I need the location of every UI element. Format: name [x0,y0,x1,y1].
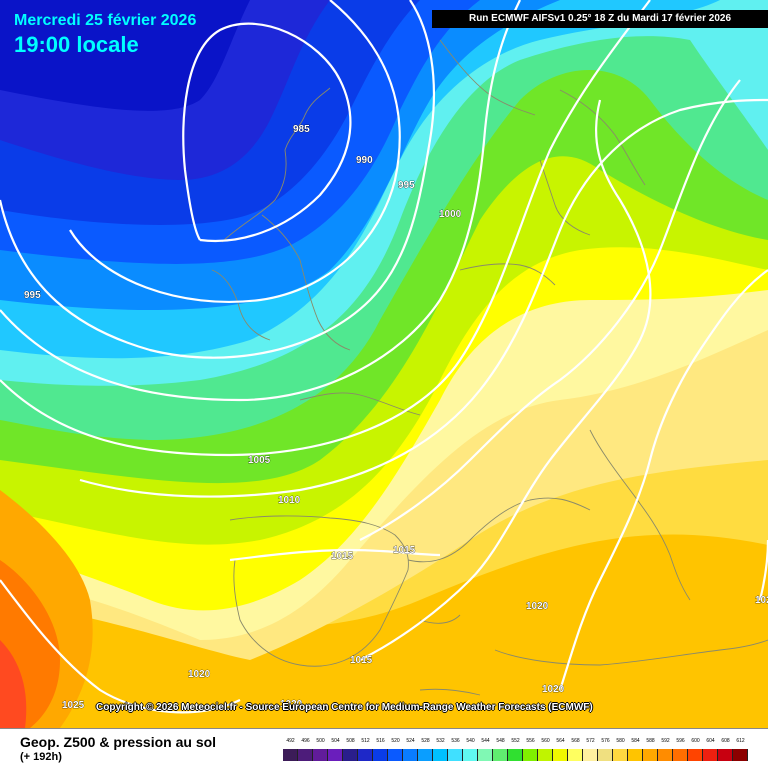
scale-tick-label: 520 [391,738,400,744]
scale-swatch [388,749,403,761]
scale-tick-label: 556 [526,738,535,744]
isobar-label: 1025 [62,700,85,711]
isobar-labels: 985 990 995 995 1000 1005 1010 1015 1015… [24,124,768,712]
scale-swatch [478,749,493,761]
scale-swatch [463,749,478,761]
scale-tick-label: 504 [331,738,340,744]
scale-tick-label: 612 [736,738,745,744]
scale-tick-label: 584 [631,738,640,744]
geopotential-field [0,0,768,728]
scale-swatch [298,749,313,761]
scale-swatch [328,749,343,761]
isobar-label: 1020 [188,669,211,680]
scale-swatch [613,749,628,761]
scale-tick-label: 604 [706,738,715,744]
scale-tick-label: 492 [286,738,295,744]
scale-swatch [628,749,643,761]
scale-tick-label: 576 [601,738,610,744]
scale-swatch [688,749,703,761]
scale-swatch [343,749,358,761]
scale-swatch [448,749,463,761]
isobar-label: 1005 [248,455,271,466]
legend-title: Geop. Z500 & pression au sol [20,734,217,750]
isobar-label: 1010 [278,495,301,506]
isobar-label: 1020 [526,601,549,612]
scale-tick-label: 528 [421,738,430,744]
isobar-label: 1015 [393,545,416,556]
model-run-banner: Run ECMWF AIFSv1 0.25° 18 Z du Mardi 17 … [432,10,768,28]
isobar-label: 985 [293,124,310,135]
isobar-label: 1015 [350,655,373,666]
isobar-label: 1015 [331,551,354,562]
scale-tick-label: 516 [376,738,385,744]
scale-tick-label: 552 [511,738,520,744]
scale-swatch [418,749,433,761]
scale-swatch [373,749,388,761]
isobar-label: 1020 [542,684,565,695]
scale-tick-label: 608 [721,738,730,744]
isobar-label: 995 [24,290,41,301]
scale-swatch [403,749,418,761]
weather-map: 985 990 995 995 1000 1005 1010 1015 1015… [0,0,768,728]
color-scale: 492 496 500 504 508 512 516 520 524 528 532 536 540 5… [283,738,748,764]
scale-tick-label: 536 [451,738,460,744]
scale-swatch [703,749,718,761]
scale-swatch [583,749,598,761]
scale-swatch [493,749,508,761]
scale-tick-label: 496 [301,738,310,744]
scale-tick-label: 568 [571,738,580,744]
isobar-label: 1020 [280,699,303,710]
scale-tick-label: 548 [496,738,505,744]
legend-bar: Geop. Z500 & pression au sol (+ 192h) 49… [0,728,768,769]
scale-swatch [553,749,568,761]
isobar-label: 1000 [439,209,462,220]
scale-tick-label: 588 [646,738,655,744]
scale-swatch [538,749,553,761]
scale-tick-label: 596 [676,738,685,744]
scale-swatch [598,749,613,761]
scale-tick-label: 500 [316,738,325,744]
scale-swatch [643,749,658,761]
isobar-label: 995 [398,180,415,191]
scale-tick-label: 580 [616,738,625,744]
scale-swatch [283,749,298,761]
scale-tick-label: 560 [541,738,550,744]
scale-tick-label: 600 [691,738,700,744]
forecast-date: Mercredi 25 février 2026 [14,12,197,29]
isobar-lines [0,0,768,714]
scale-swatch [508,749,523,761]
scale-tick-label: 524 [406,738,415,744]
copyright-notice: Copyright © 2026 Meteociel.fr - Source E… [96,702,593,713]
scale-tick-label: 532 [436,738,445,744]
scale-tick-label: 540 [466,738,475,744]
scale-tick-label: 508 [346,738,355,744]
scale-tick-label: 572 [586,738,595,744]
scale-tick-label: 544 [481,738,490,744]
legend-subtitle: (+ 192h) [20,751,62,763]
scale-swatch [718,749,733,761]
isobar-label: 990 [356,155,373,166]
scale-tick-label: 512 [361,738,370,744]
forecast-time: 19:00 locale [14,32,139,57]
scale-swatch [313,749,328,761]
scale-tick-label: 564 [556,738,565,744]
scale-tick-label: 592 [661,738,670,744]
scale-swatch [358,749,373,761]
scale-swatch [433,749,448,761]
isobar-label: 1020 [755,595,768,606]
scale-swatch [673,749,688,761]
scale-swatch [568,749,583,761]
scale-swatch [658,749,673,761]
scale-swatch [733,749,748,761]
scale-swatch [523,749,538,761]
